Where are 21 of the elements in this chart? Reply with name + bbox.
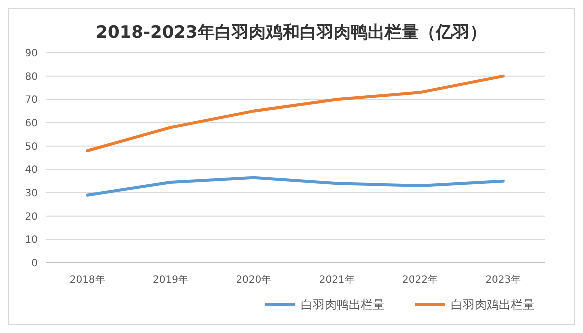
y-tick-label: 80 [25,72,38,83]
y-tick-label: 60 [25,118,38,130]
y-tick-label: 10 [25,235,38,246]
x-tick-label: 2018年 [70,274,106,286]
x-tick-label: 2019年 [153,274,188,286]
line-series [86,176,505,197]
x-tick-label: 2020年 [236,274,272,286]
y-tick-label: 70 [25,95,38,106]
x-tick-label: 2022年 [402,274,438,286]
line-series [86,74,505,152]
y-tick-label: 20 [25,212,38,223]
legend-label: 白羽肉鸡出栏量 [451,298,535,312]
chart-title: 2018-2023年白羽肉鸡和白羽肉鸭出栏量（亿羽） [96,23,487,43]
y-tick-label: 50 [25,142,38,153]
x-tick-label: 2021年 [319,274,355,286]
y-tick-label: 30 [25,188,38,200]
y-tick-label: 40 [25,165,38,176]
x-tick-label: 2023年 [486,274,522,286]
y-tick-label: 0 [32,258,38,270]
legend-label: 白羽肉鸭出栏量 [301,298,385,312]
y-tick-label: 90 [25,48,38,60]
